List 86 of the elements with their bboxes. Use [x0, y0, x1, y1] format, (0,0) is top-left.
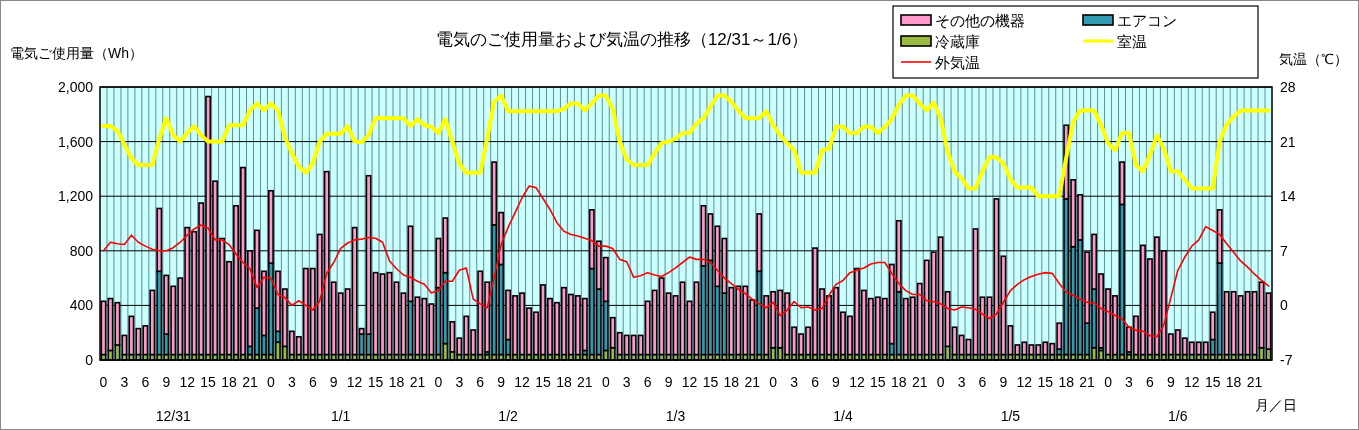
- x-tick-label: 21: [577, 374, 593, 390]
- x-tick-label: 12: [849, 374, 865, 390]
- legend-label: 外気温: [935, 54, 980, 71]
- x-tick-label: 21: [242, 374, 258, 390]
- x-tick-label: 0: [769, 374, 778, 390]
- x-tick-label: 9: [497, 374, 506, 390]
- x-tick-label: 3: [455, 374, 464, 390]
- x-tick-label: 3: [622, 374, 631, 390]
- x-tick-label: 9: [329, 374, 338, 390]
- x-tick-label: 21: [744, 374, 761, 390]
- text: 1/6: [1168, 408, 1188, 424]
- x-tick-label: 3: [957, 374, 966, 390]
- x-tick-label: 6: [643, 374, 652, 390]
- x-tick-label: 3: [790, 374, 799, 390]
- x-tick-label: 0: [434, 374, 443, 390]
- x-tick-label: 18: [1225, 374, 1242, 390]
- y2-tick-label: 0: [1280, 297, 1288, 314]
- x-tick-label: 6: [476, 374, 485, 390]
- text: 1/4: [833, 408, 853, 424]
- legend-label: その他の機器: [935, 12, 1025, 29]
- x-tick-label: 3: [287, 374, 296, 390]
- chart-title: 電気のご使用量および気温の推移（12/31～1/6）: [435, 30, 809, 49]
- y-tick-label: 0: [85, 352, 94, 368]
- x-tick-label: 0: [936, 374, 945, 390]
- legend-label: エアコン: [1117, 12, 1177, 29]
- x-tick-label: 18: [890, 374, 907, 390]
- x-tick-label: 12: [179, 374, 196, 390]
- x-tick-label: 0: [1104, 374, 1113, 390]
- y2-axis-title: 気温（℃）: [1279, 51, 1348, 67]
- y2-tick-label: 14: [1280, 188, 1296, 205]
- x-tick-label: 9: [664, 374, 673, 390]
- x-tick-label: 15: [367, 374, 384, 390]
- x-tick-label: 12: [1016, 374, 1033, 390]
- x-tick-label: 6: [978, 374, 987, 390]
- y2-tick-label: 28: [1280, 79, 1296, 95]
- legend-label: 冷蔵庫: [935, 33, 980, 50]
- y-tick-label: 800: [69, 242, 94, 259]
- y2-tick-label: 21: [1280, 133, 1296, 150]
- x-tick-label: 18: [221, 374, 238, 390]
- x-tick-label: 18: [388, 374, 405, 390]
- x-tick-label: 0: [99, 374, 108, 390]
- y-axis-title: 電気ご使用量（Wh）: [10, 45, 143, 61]
- x-tick-label: 21: [1246, 374, 1263, 390]
- x-tick-label: 6: [811, 374, 820, 390]
- x-tick-label: 6: [1146, 374, 1155, 390]
- text: 1/3: [665, 408, 686, 424]
- x-tick-label: 15: [1204, 374, 1221, 390]
- x-tick-label: 6: [141, 374, 150, 390]
- x-tick-label: 0: [601, 374, 610, 390]
- y2-tick-label: 7: [1280, 242, 1288, 259]
- x-tick-label: 3: [1125, 374, 1134, 390]
- x-tick-label: 9: [162, 374, 171, 390]
- legend-label: 室温: [1117, 33, 1147, 50]
- line-series: [101, 93, 1271, 199]
- x-tick-label: 15: [535, 374, 551, 390]
- x-axis-title: 月／日: [1255, 397, 1297, 413]
- x-tick-label: 12: [346, 374, 363, 390]
- x-tick-label: 6: [308, 374, 317, 390]
- text: 1/5: [1000, 408, 1021, 424]
- text: 1/2: [498, 408, 519, 424]
- text: 1/1: [330, 408, 351, 424]
- x-tick-label: 9: [1166, 374, 1175, 390]
- y2-tick-label: -7: [1280, 352, 1293, 368]
- y-tick-label: 400: [69, 297, 94, 314]
- y-tick-label: 2,000: [57, 79, 94, 95]
- text: 12/31: [155, 408, 191, 424]
- x-tick-label: 15: [200, 374, 217, 390]
- line-series: [102, 185, 1270, 338]
- x-tick-label: 12: [514, 374, 531, 390]
- x-tick-label: 3: [120, 374, 129, 390]
- x-tick-label: 18: [723, 374, 740, 390]
- x-tick-label: 21: [1079, 374, 1096, 390]
- x-tick-label: 12: [681, 374, 698, 390]
- x-tick-label: 9: [999, 374, 1008, 390]
- y-tick-label: 1,200: [57, 188, 94, 205]
- x-tick-label: 0: [267, 374, 276, 390]
- x-tick-label: 15: [702, 374, 719, 390]
- x-tick-label: 18: [1058, 374, 1075, 390]
- x-tick-label: 21: [409, 374, 426, 390]
- y-tick-label: 1,600: [57, 133, 94, 150]
- x-tick-label: 15: [1037, 374, 1054, 390]
- x-tick-label: 21: [911, 374, 928, 390]
- x-tick-label: 9: [832, 374, 841, 390]
- x-tick-label: 15: [870, 374, 886, 390]
- x-tick-label: 12: [1183, 374, 1200, 390]
- x-tick-label: 18: [556, 374, 572, 390]
